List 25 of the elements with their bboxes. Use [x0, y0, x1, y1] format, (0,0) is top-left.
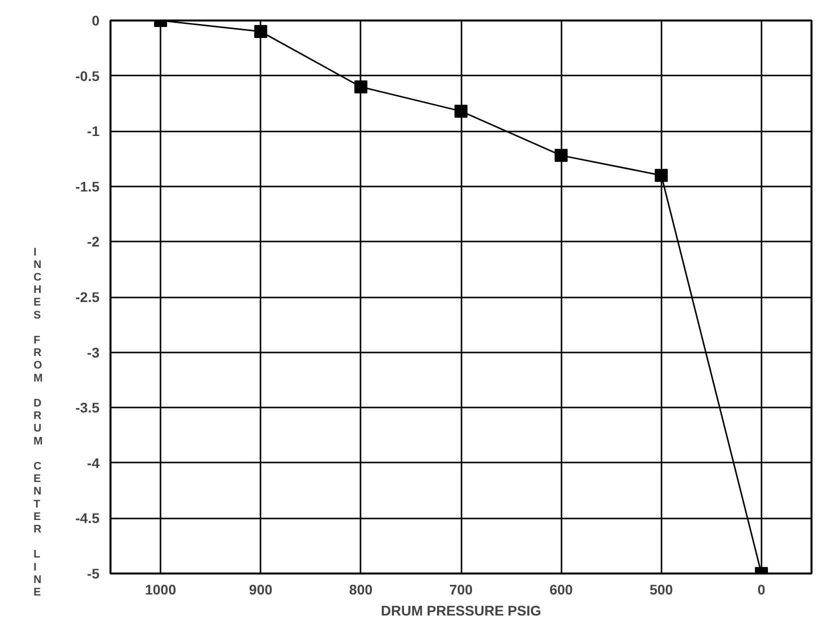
- y-tick-label: -3: [87, 344, 100, 360]
- x-tick-label: 900: [249, 582, 273, 598]
- y-tick-label: -0.5: [75, 68, 100, 84]
- x-tick-label: 1000: [145, 582, 176, 598]
- x-tick-label: 800: [349, 582, 373, 598]
- y-tick-label: -3.5: [75, 400, 100, 416]
- y-tick-label: -2: [87, 234, 100, 250]
- x-tick-label: 500: [650, 582, 674, 598]
- y-tick-label: -5: [87, 566, 100, 582]
- x-axis-title: DRUM PRESSURE PSIG: [380, 602, 542, 618]
- x-tick-label: 700: [449, 582, 473, 598]
- point: [254, 25, 268, 38]
- point: [354, 80, 368, 94]
- point: [654, 168, 668, 182]
- y-tick-label: -1.5: [75, 178, 100, 194]
- point: [454, 104, 468, 118]
- y-tick-label: -2.5: [75, 289, 100, 305]
- text: INCHES FROM DRUM CENTER LINE: [34, 246, 43, 598]
- x-tick-label: 0: [758, 582, 766, 598]
- y-tick-label: -4.5: [75, 510, 100, 526]
- x-tick-label: 600: [549, 582, 574, 598]
- y-tick-label: 0: [92, 12, 100, 28]
- y-tick-label: -4: [87, 454, 100, 471]
- y-tick-label: -1: [87, 123, 100, 140]
- point: [554, 148, 568, 162]
